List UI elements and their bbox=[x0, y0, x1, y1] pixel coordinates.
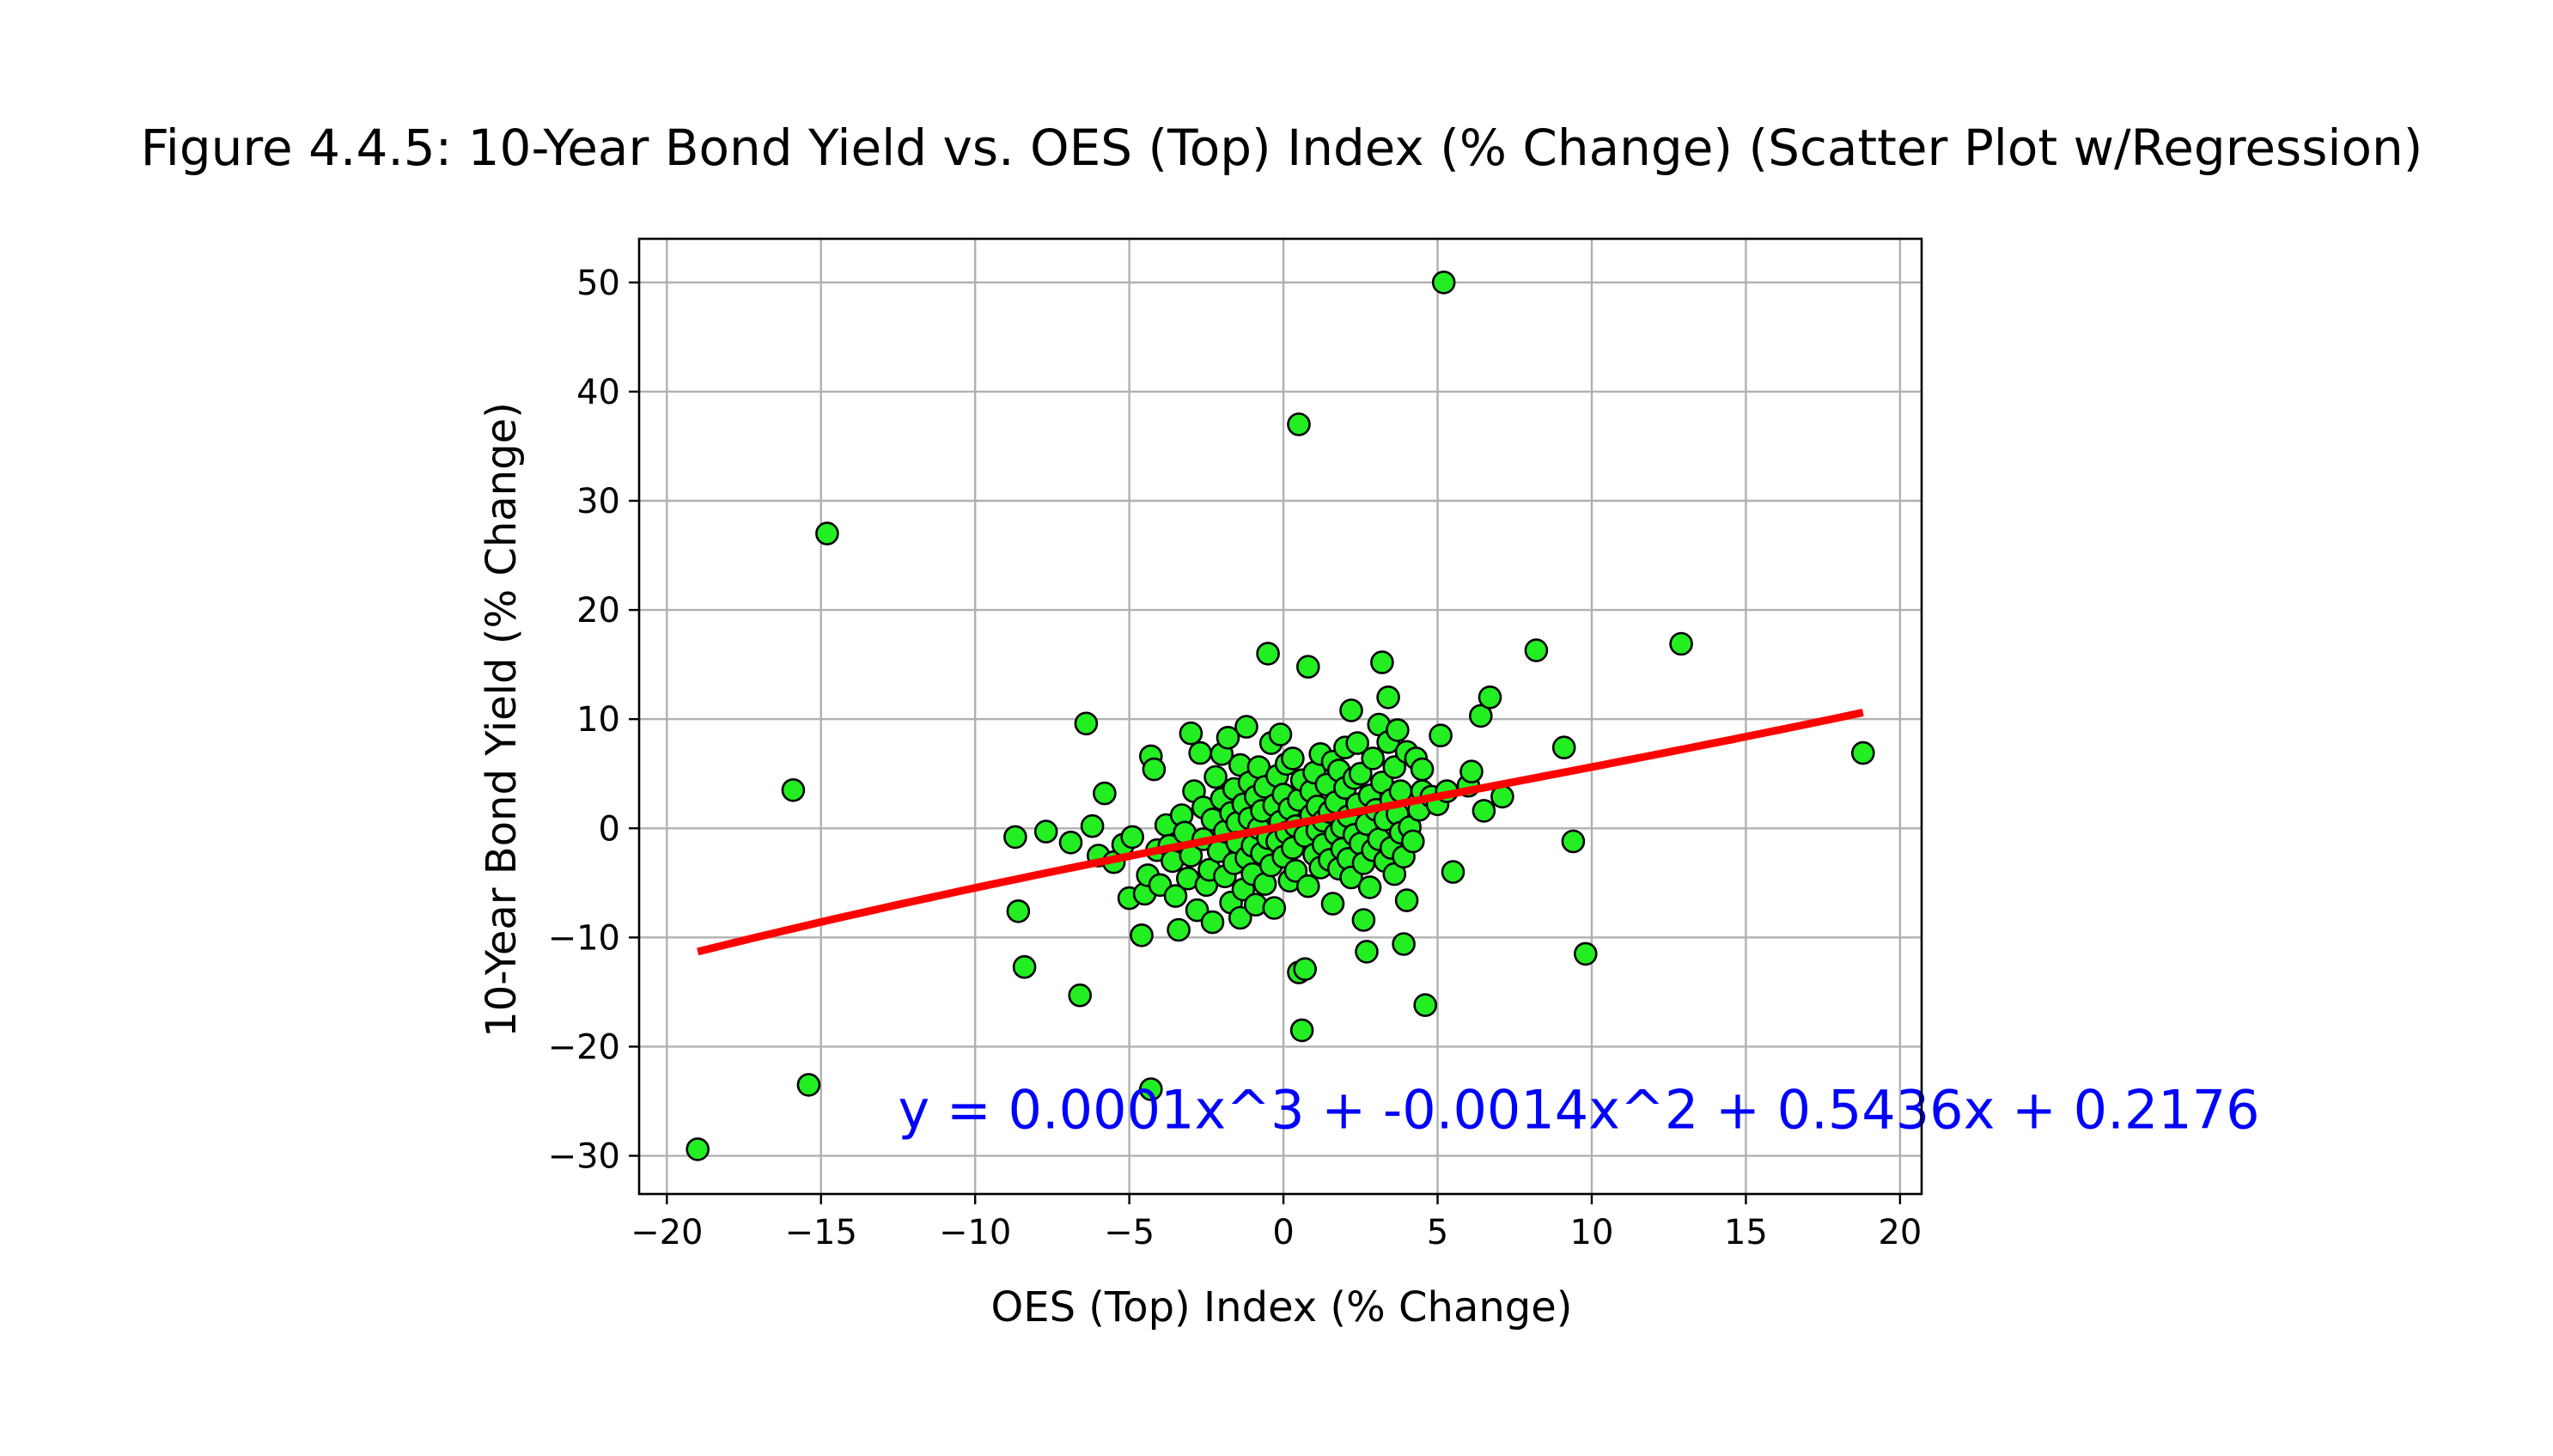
data-point bbox=[1163, 884, 1188, 908]
data-point bbox=[1283, 858, 1308, 883]
data-point bbox=[1429, 723, 1453, 748]
data-point bbox=[1401, 829, 1425, 854]
data-point bbox=[1345, 731, 1369, 755]
x-tick-label: 5 bbox=[1427, 1213, 1448, 1252]
chart-title: Figure 4.4.5: 10-Year Bond Yield vs. OES… bbox=[141, 119, 2423, 177]
data-point bbox=[1351, 908, 1376, 932]
data-point bbox=[1203, 765, 1228, 789]
y-tick-label: −20 bbox=[548, 1027, 620, 1067]
y-tick-label: 50 bbox=[576, 264, 620, 303]
equation-annotation-group: y = 0.0001x^3 + -0.0014x^2 + 0.5436x + 0… bbox=[898, 1079, 2259, 1142]
data-point bbox=[1370, 650, 1394, 674]
y-axis-ticks: −30 −20 −10 0 10 20 30 40 50 bbox=[548, 264, 639, 1177]
data-point bbox=[1068, 983, 1092, 1008]
data-point bbox=[1382, 755, 1407, 779]
data-point bbox=[1392, 932, 1416, 956]
y-tick-label: 0 bbox=[599, 809, 620, 849]
data-point bbox=[1469, 704, 1493, 728]
data-point bbox=[1228, 905, 1252, 930]
data-point bbox=[1256, 642, 1280, 666]
data-point bbox=[1320, 892, 1345, 916]
y-tick-label: −30 bbox=[548, 1137, 620, 1177]
data-point bbox=[1058, 830, 1083, 855]
data-point bbox=[1376, 685, 1400, 710]
regression-equation: y = 0.0001x^3 + -0.0014x^2 + 0.5436x + 0… bbox=[898, 1079, 2259, 1142]
data-point bbox=[1130, 923, 1154, 947]
data-point bbox=[1281, 746, 1305, 771]
x-tick-label: 0 bbox=[1272, 1213, 1294, 1252]
data-point bbox=[1561, 829, 1586, 854]
data-point bbox=[1574, 941, 1598, 966]
y-tick-label: 10 bbox=[576, 700, 620, 740]
y-axis-label: 10-Year Bond Yield (% Change) bbox=[478, 402, 526, 1038]
data-point bbox=[1200, 910, 1225, 935]
data-point bbox=[1431, 270, 1456, 295]
data-point bbox=[1394, 888, 1419, 912]
data-point bbox=[1167, 917, 1191, 942]
data-point bbox=[1003, 825, 1027, 850]
data-point bbox=[1188, 740, 1212, 765]
x-axis-label: OES (Top) Index (% Change) bbox=[990, 1283, 1572, 1331]
data-point bbox=[1361, 746, 1385, 771]
data-point bbox=[781, 777, 806, 802]
data-point bbox=[1441, 860, 1465, 884]
data-point bbox=[1459, 759, 1484, 784]
x-tick-label: −20 bbox=[631, 1213, 703, 1252]
data-point bbox=[1006, 899, 1031, 923]
data-point bbox=[1093, 781, 1117, 806]
data-point bbox=[796, 1073, 821, 1097]
data-point bbox=[1386, 718, 1410, 742]
regression-line bbox=[697, 709, 1864, 956]
y-tick-label: 30 bbox=[576, 482, 620, 521]
plot-frame bbox=[637, 237, 1923, 1196]
y-tick-label: −10 bbox=[548, 918, 620, 958]
data-point bbox=[1216, 725, 1240, 750]
data-point bbox=[1185, 898, 1209, 923]
data-point bbox=[1349, 761, 1373, 786]
x-tick-label: 10 bbox=[1570, 1213, 1614, 1252]
regression-curve bbox=[697, 709, 1864, 956]
data-point bbox=[1413, 993, 1437, 1017]
data-point bbox=[1142, 757, 1167, 782]
data-point bbox=[1296, 874, 1320, 899]
grid-lines bbox=[639, 239, 1922, 1194]
data-point bbox=[685, 1137, 710, 1161]
data-point bbox=[1287, 412, 1311, 436]
data-point bbox=[1851, 740, 1875, 765]
data-point bbox=[1074, 711, 1099, 736]
data-point bbox=[1357, 875, 1382, 899]
data-point bbox=[1289, 1018, 1314, 1043]
x-tick-label: −10 bbox=[939, 1213, 1011, 1252]
data-point bbox=[815, 521, 839, 545]
data-point bbox=[1478, 685, 1502, 710]
data-point bbox=[1012, 954, 1037, 979]
x-tick-label: 20 bbox=[1878, 1213, 1922, 1252]
data-point bbox=[1471, 799, 1496, 823]
data-point bbox=[1120, 825, 1144, 850]
data-point bbox=[1139, 1077, 1163, 1101]
data-point bbox=[1339, 698, 1363, 722]
data-point bbox=[1524, 638, 1549, 662]
x-axis-ticks: −20 −15 −10 −5 0 5 10 15 20 bbox=[631, 1194, 1922, 1252]
data-point bbox=[1234, 715, 1258, 739]
x-tick-label: 15 bbox=[1724, 1213, 1768, 1252]
scatter-points bbox=[685, 270, 1875, 1161]
data-point bbox=[1551, 735, 1576, 760]
x-tick-label: −15 bbox=[785, 1213, 857, 1252]
data-point bbox=[1179, 721, 1203, 746]
data-point bbox=[1033, 819, 1058, 844]
y-tick-label: 40 bbox=[576, 373, 620, 412]
x-tick-label: −5 bbox=[1104, 1213, 1155, 1252]
data-point bbox=[1262, 896, 1287, 920]
data-point bbox=[1410, 757, 1435, 782]
y-tick-label: 20 bbox=[576, 591, 620, 631]
data-point bbox=[1293, 957, 1317, 981]
data-point bbox=[1080, 813, 1105, 838]
data-point bbox=[1268, 722, 1293, 746]
data-point bbox=[1669, 631, 1693, 656]
data-point bbox=[1296, 655, 1320, 679]
data-point bbox=[1355, 940, 1379, 964]
